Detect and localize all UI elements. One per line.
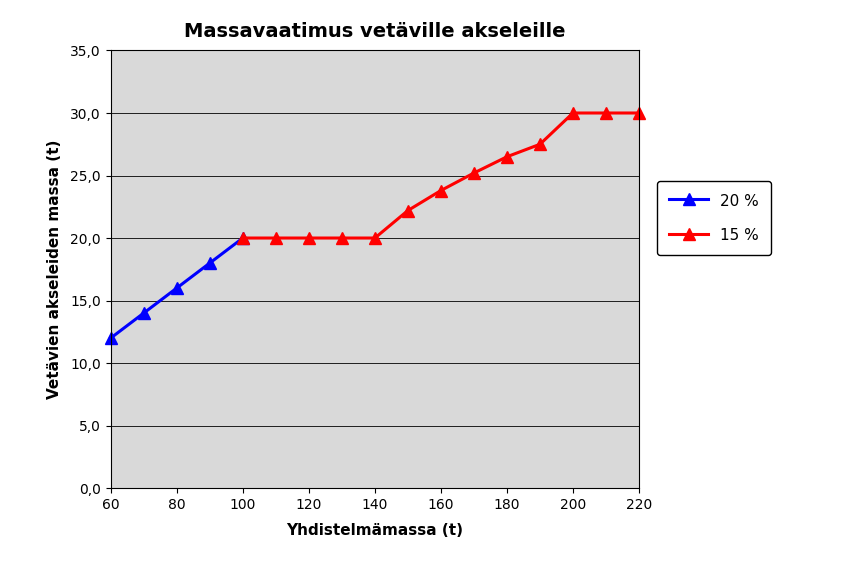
20 % xyxy=(172,284,182,291)
20 % xyxy=(106,335,116,342)
15 % xyxy=(634,109,644,116)
Line: 20 %: 20 % xyxy=(105,232,249,343)
15 % xyxy=(403,207,413,214)
15 % xyxy=(238,234,248,241)
15 % xyxy=(304,234,314,241)
20 % xyxy=(139,310,149,316)
15 % xyxy=(535,141,545,148)
15 % xyxy=(271,234,281,241)
20 % xyxy=(204,260,215,266)
15 % xyxy=(337,234,347,241)
15 % xyxy=(601,109,611,116)
15 % xyxy=(568,109,579,116)
Legend: 20 %, 15 %: 20 %, 15 % xyxy=(657,181,771,255)
Title: Massavaatimus vetäville akseleille: Massavaatimus vetäville akseleille xyxy=(184,22,566,40)
X-axis label: Yhdistelmämassa (t): Yhdistelmämassa (t) xyxy=(286,523,463,538)
15 % xyxy=(469,169,479,176)
20 % xyxy=(238,234,248,241)
15 % xyxy=(502,153,512,160)
Line: 15 %: 15 % xyxy=(237,108,645,243)
15 % xyxy=(436,187,446,194)
15 % xyxy=(370,234,380,241)
Y-axis label: Vetävien akseleiden massa (t): Vetävien akseleiden massa (t) xyxy=(47,140,62,399)
